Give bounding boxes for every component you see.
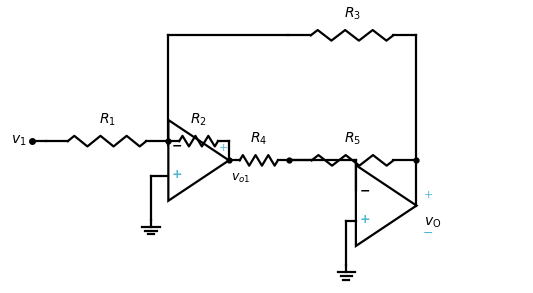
- Text: $v_{\mathrm{O}}$: $v_{\mathrm{O}}$: [424, 215, 441, 230]
- Text: −: −: [172, 139, 182, 152]
- Text: −: −: [359, 185, 370, 198]
- Text: +: +: [219, 143, 228, 153]
- Text: +: +: [423, 190, 433, 200]
- Text: $v_1$: $v_1$: [11, 134, 27, 148]
- Text: +: +: [359, 214, 370, 226]
- Text: $R_1$: $R_1$: [99, 111, 116, 128]
- Text: $R_5$: $R_5$: [344, 130, 361, 147]
- Text: $R_3$: $R_3$: [344, 6, 360, 22]
- Text: $v_{o1}$: $v_{o1}$: [231, 172, 251, 185]
- Text: $R_4$: $R_4$: [250, 130, 268, 147]
- Text: −: −: [423, 227, 433, 240]
- Text: $R_2$: $R_2$: [190, 111, 207, 128]
- Text: +: +: [172, 168, 182, 181]
